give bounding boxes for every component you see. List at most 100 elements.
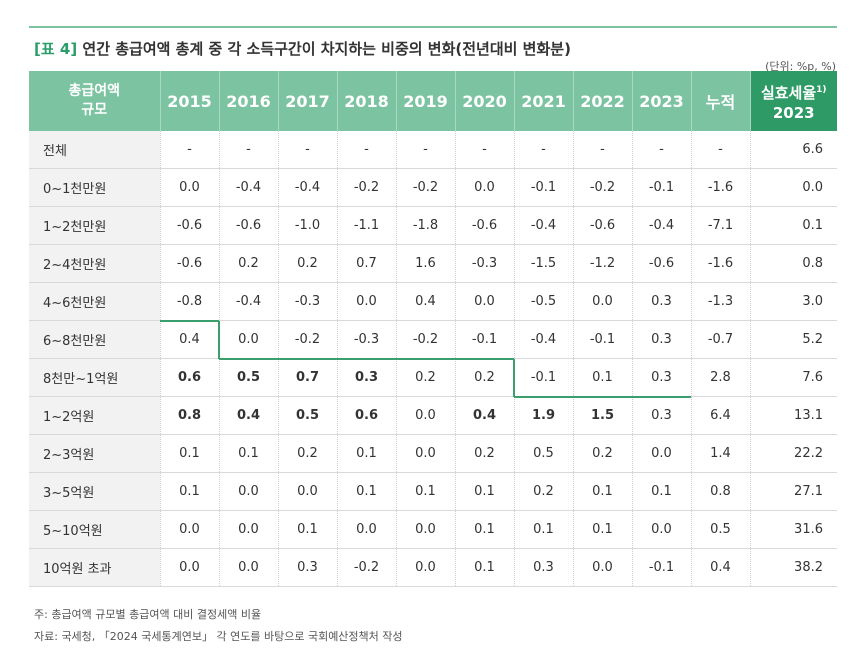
cell-2018: 0.6	[336, 396, 396, 435]
cell-2020: 0.1	[454, 548, 514, 587]
header-year-2019: 2019	[395, 71, 455, 131]
cell-2022: 0.1	[572, 358, 632, 397]
table-number: [표 4]	[34, 40, 78, 58]
cell-2016: 0.5	[218, 358, 278, 397]
header-year-2022: 2022	[572, 71, 632, 131]
notes: 주: 총급여액 규모별 총급여액 대비 결정세액 비율 자료: 국세청, 「20…	[34, 604, 403, 648]
cell-2020: 0.1	[454, 472, 514, 511]
cell-2016: -0.4	[218, 282, 278, 321]
cell-2015: 0.6	[159, 358, 219, 397]
cell-2018: -	[336, 131, 396, 169]
table-row: 2~3억원 0.1 0.1 0.2 0.1 0.0 0.2 0.5 0.2 0.0 1.4 22.2	[29, 434, 837, 473]
cell-2016: 0.0	[218, 472, 278, 511]
cell-2017: 0.2	[277, 434, 337, 473]
cell-effective-rate: 0.1	[749, 206, 837, 245]
cell-2016: -	[218, 131, 278, 169]
header-year-2023: 2023	[631, 71, 691, 131]
cell-2021: -0.1	[513, 168, 573, 207]
cell-2022: 0.1	[572, 472, 632, 511]
cell-2019: 0.0	[395, 510, 455, 549]
cell-cumulative: -1.6	[690, 168, 750, 207]
header-year-2016: 2016	[218, 71, 278, 131]
cell-2020: -0.3	[454, 244, 514, 283]
step-line	[514, 395, 691, 398]
cell-2017: -0.3	[277, 282, 337, 321]
cell-2015: 0.8	[159, 396, 219, 435]
table-title-text: 연간 총급여액 총계 중 각 소득구간이 차지하는 비중의 변화(전년대비 변화…	[82, 40, 571, 58]
cell-2020: 0.1	[454, 510, 514, 549]
cell-2023: -	[631, 131, 691, 169]
cell-2022: 1.5	[572, 396, 632, 435]
cell-2020: -0.6	[454, 206, 514, 245]
table-row: 0~1천만원 0.0 -0.4 -0.4 -0.2 -0.2 0.0 -0.1 -0.2 -0.1…	[29, 168, 837, 207]
cell-2022: -1.2	[572, 244, 632, 283]
cell-2015: 0.1	[159, 472, 219, 511]
header-year-2021: 2021	[513, 71, 573, 131]
cell-2022: -0.1	[572, 320, 632, 359]
row-label: 0~1천만원	[29, 168, 160, 207]
cell-2017: -0.2	[277, 320, 337, 359]
cell-2018: 0.0	[336, 510, 396, 549]
cell-2015: -0.6	[159, 244, 219, 283]
cell-2022: 0.2	[572, 434, 632, 473]
cell-2017: 0.3	[277, 548, 337, 587]
table-row: 6~8천만원 0.4 0.0 -0.2 -0.3 -0.2 -0.1 -0.4 -0.1 0.3-…	[29, 320, 837, 359]
cell-2022: 0.0	[572, 548, 632, 587]
cell-2018: 0.1	[336, 472, 396, 511]
cell-2021: -	[513, 131, 573, 169]
header-income-size-line2: 규모	[81, 102, 108, 118]
cell-effective-rate: 6.6	[749, 131, 837, 169]
row-label: 8천만~1억원	[29, 358, 160, 397]
cell-2016: 0.1	[218, 434, 278, 473]
header-eff-year: 2023	[772, 103, 815, 122]
cell-2020: 0.0	[454, 282, 514, 321]
row-label: 4~6천만원	[29, 282, 160, 321]
data-table: 총급여액 규모 2015 2016 2017 2018 2019 2020 2021 2022…	[29, 71, 837, 587]
cell-2016: -0.6	[218, 206, 278, 245]
cell-2016: 0.4	[218, 396, 278, 435]
cell-2023: 0.3	[631, 282, 691, 321]
cell-2021: -0.1	[513, 358, 573, 397]
cell-2020: -0.1	[454, 320, 514, 359]
cell-2017: 0.1	[277, 510, 337, 549]
step-line	[218, 320, 220, 359]
header-eff-label: 실효세율	[760, 83, 817, 102]
note-text: 주: 총급여액 규모별 총급여액 대비 결정세액 비율	[34, 608, 262, 621]
cell-2017: 0.7	[277, 358, 337, 397]
cell-2021: -1.5	[513, 244, 573, 283]
cell-2023: 0.0	[631, 434, 691, 473]
cell-cumulative: -0.7	[690, 320, 750, 359]
cell-cumulative: -7.1	[690, 206, 750, 245]
row-label: 2~4천만원	[29, 244, 160, 283]
cell-2019: 0.0	[395, 434, 455, 473]
header-eff-note: 1)	[816, 84, 827, 95]
cell-2019: 0.2	[395, 358, 455, 397]
source-text: 자료: 국세청, 「2024 국세통계연보」 각 연도를 바탕으로 국회예산정책…	[34, 630, 403, 643]
cell-effective-rate: 38.2	[749, 548, 837, 587]
cell-2015: -	[159, 131, 219, 169]
cell-effective-rate: 0.0	[749, 168, 837, 207]
cell-2021: 1.9	[513, 396, 573, 435]
cell-2016: 0.0	[218, 510, 278, 549]
top-rule	[29, 26, 837, 28]
row-label: 2~3억원	[29, 434, 160, 473]
cell-2023: 0.1	[631, 472, 691, 511]
cell-cumulative: -1.3	[690, 282, 750, 321]
row-label: 3~5억원	[29, 472, 160, 511]
cell-cumulative: 2.8	[690, 358, 750, 397]
header-year-2018: 2018	[336, 71, 396, 131]
table-row: 2~4천만원 -0.6 0.2 0.2 0.7 1.6 -0.3 -1.5 -1.2 -0.6 -1…	[29, 244, 837, 283]
cell-2023: -0.1	[631, 168, 691, 207]
cell-2017: -	[277, 131, 337, 169]
cell-effective-rate: 22.2	[749, 434, 837, 473]
cell-2015: 0.0	[159, 168, 219, 207]
table-title: [표 4] 연간 총급여액 총계 중 각 소득구간이 차지하는 비중의 변화(전…	[34, 38, 571, 59]
cell-2019: -0.2	[395, 168, 455, 207]
row-label: 10억원 초과	[29, 548, 160, 587]
cell-cumulative: 0.8	[690, 472, 750, 511]
cell-effective-rate: 0.8	[749, 244, 837, 283]
row-label: 5~10억원	[29, 510, 160, 549]
header-cumulative: 누적	[690, 71, 750, 131]
table-row: 4~6천만원 -0.8 -0.4 -0.3 0.0 0.4 0.0 -0.5 0.0 0.3 -1.…	[29, 282, 837, 321]
cell-2017: 0.5	[277, 396, 337, 435]
